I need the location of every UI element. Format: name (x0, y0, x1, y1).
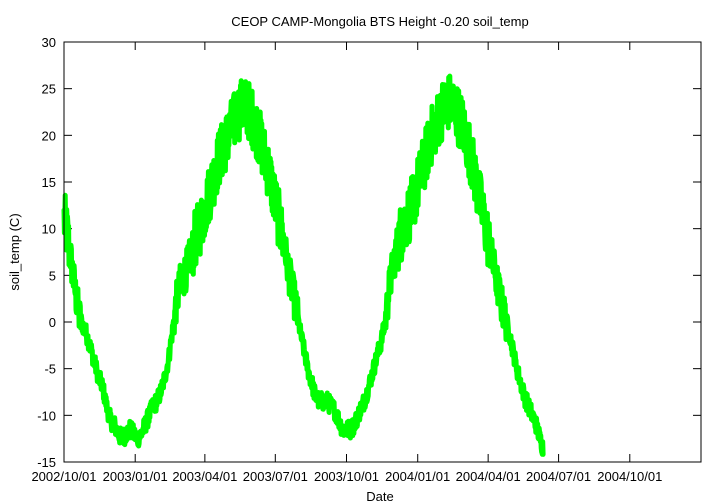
x-tick-label: 2004/01/01 (385, 469, 450, 484)
x-axis-label: Date (366, 489, 393, 504)
plot-frame (63, 41, 702, 463)
y-tick-label: 5 (49, 268, 56, 283)
y-tick-label: 30 (42, 35, 56, 50)
series-line-soil_temp (61, 73, 546, 457)
y-tick-label: 15 (42, 175, 56, 190)
y-tick-label: -15 (37, 455, 56, 470)
y-tick-label: 0 (49, 315, 56, 330)
y-tick-label: -10 (37, 408, 56, 423)
x-tick-label: 2003/01/01 (103, 469, 168, 484)
chart-title: CEOP CAMP-Mongolia BTS Height -0.20 soil… (231, 14, 528, 29)
x-tick-label: 2002/10/01 (31, 469, 96, 484)
x-tick-label: 2003/07/01 (243, 469, 308, 484)
y-tick-label: 20 (42, 128, 56, 143)
y-tick-label: 10 (42, 222, 56, 237)
x-tick-label: 2003/10/01 (314, 469, 379, 484)
x-tick-label: 2004/04/01 (456, 469, 521, 484)
data-series (61, 73, 546, 457)
x-tick-label: 2003/04/01 (172, 469, 237, 484)
y-axis-ticks: -15 -10 -5 0 5 10 15 20 25 30 (37, 35, 701, 470)
x-tick-label: 2004/07/01 (526, 469, 591, 484)
y-axis-label: soil_temp (C) (7, 213, 22, 290)
y-tick-label: -5 (44, 362, 56, 377)
y-tick-label: 25 (42, 82, 56, 97)
x-tick-label: 2004/10/01 (597, 469, 662, 484)
x-axis-ticks: 2002/10/01 2003/01/01 2003/04/01 2003/07/01… (31, 42, 662, 484)
